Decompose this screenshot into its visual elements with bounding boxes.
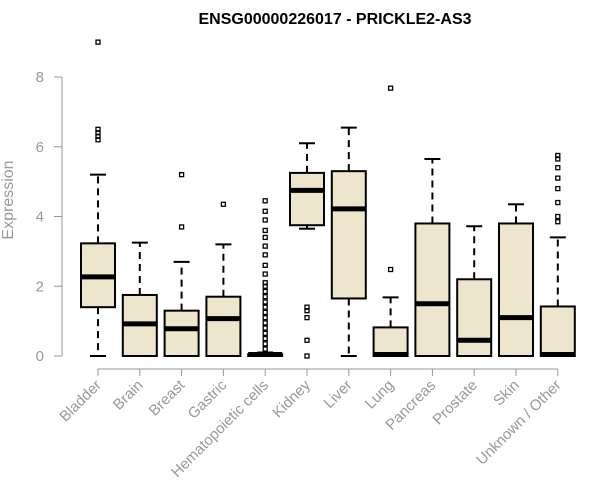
- box-iqr: [414, 222, 451, 357]
- x-tick-label: Lung: [362, 377, 398, 413]
- outlier-point: [262, 252, 268, 258]
- outlier-point: [262, 288, 268, 295]
- outlier-point: [262, 346, 268, 352]
- outlier-point: [262, 304, 268, 310]
- outlier-point: [262, 234, 268, 241]
- box-iqr: [456, 278, 493, 357]
- box-group: [121, 241, 158, 357]
- outlier-point: [262, 299, 268, 305]
- outlier-point: [262, 341, 268, 347]
- boxes: [80, 39, 576, 359]
- outlier-point: [262, 330, 268, 336]
- y-tick-label: 0: [36, 348, 44, 365]
- box-iqr: [330, 170, 367, 300]
- outlier-point: [304, 353, 310, 359]
- outlier-point: [304, 304, 310, 310]
- x-tick-label: Liver: [321, 377, 356, 412]
- x-tick-label: Skin: [490, 377, 523, 410]
- y-ticks: 0 2 4 6 8: [36, 69, 62, 365]
- box-group: [247, 198, 284, 358]
- box-group: [163, 171, 200, 358]
- chart-title: ENSG00000226017 - PRICKLE2-AS3: [198, 11, 471, 28]
- box-iqr: [289, 171, 325, 227]
- outlier-point: [262, 198, 268, 204]
- box-group: [456, 225, 493, 357]
- x-tick-label: Kidney: [269, 376, 314, 421]
- y-tick-label: 6: [36, 139, 44, 156]
- box-group: [289, 142, 325, 359]
- outlier-point: [178, 171, 185, 178]
- box-group: [498, 203, 534, 357]
- box-iqr: [163, 309, 200, 358]
- outlier-point: [262, 208, 268, 214]
- outlier-point: [387, 266, 394, 273]
- box-iqr: [205, 295, 242, 357]
- outlier-point: [95, 39, 101, 45]
- box-group: [414, 157, 451, 357]
- outlier-point: [262, 309, 268, 316]
- x-tick-label: Brain: [110, 377, 147, 414]
- x-tick-label: Breast: [146, 376, 189, 419]
- box-group: [205, 201, 242, 357]
- y-tick-label: 2: [36, 278, 44, 295]
- outlier-point: [262, 262, 268, 268]
- outlier-point: [555, 165, 561, 171]
- box-group: [539, 152, 576, 358]
- outlier-point: [304, 337, 310, 343]
- box-iqr: [498, 222, 534, 357]
- x-tick-label: Bladder: [56, 377, 105, 426]
- x-tick-label: Prostate: [429, 377, 481, 429]
- y-axis-label: Expression: [0, 160, 17, 239]
- outlier-point: [178, 224, 185, 230]
- outlier-point: [262, 243, 268, 249]
- outlier-point: [262, 320, 268, 326]
- outlier-point: [95, 126, 101, 132]
- box-iqr: [539, 305, 576, 358]
- outlier-point: [262, 294, 268, 300]
- outlier-point: [555, 213, 561, 220]
- outlier-point: [262, 217, 268, 223]
- outlier-point: [262, 280, 268, 286]
- outlier-point: [555, 185, 561, 192]
- outlier-point: [555, 219, 561, 225]
- y-tick-label: 4: [36, 209, 44, 226]
- outlier-point: [387, 85, 394, 91]
- outlier-point: [262, 325, 268, 331]
- outlier-point: [220, 201, 227, 207]
- outlier-point: [262, 314, 268, 321]
- box-group: [330, 126, 367, 357]
- outlier-point: [304, 314, 310, 321]
- outlier-point: [555, 152, 561, 159]
- outlier-point: [555, 175, 561, 181]
- box-group: [372, 85, 409, 357]
- box-iqr: [372, 326, 409, 357]
- outlier-point: [262, 227, 268, 234]
- y-tick-label: 8: [36, 69, 44, 86]
- outlier-point: [262, 271, 268, 277]
- outlier-point: [555, 199, 561, 206]
- outlier-point: [262, 335, 268, 342]
- box-group: [80, 39, 116, 357]
